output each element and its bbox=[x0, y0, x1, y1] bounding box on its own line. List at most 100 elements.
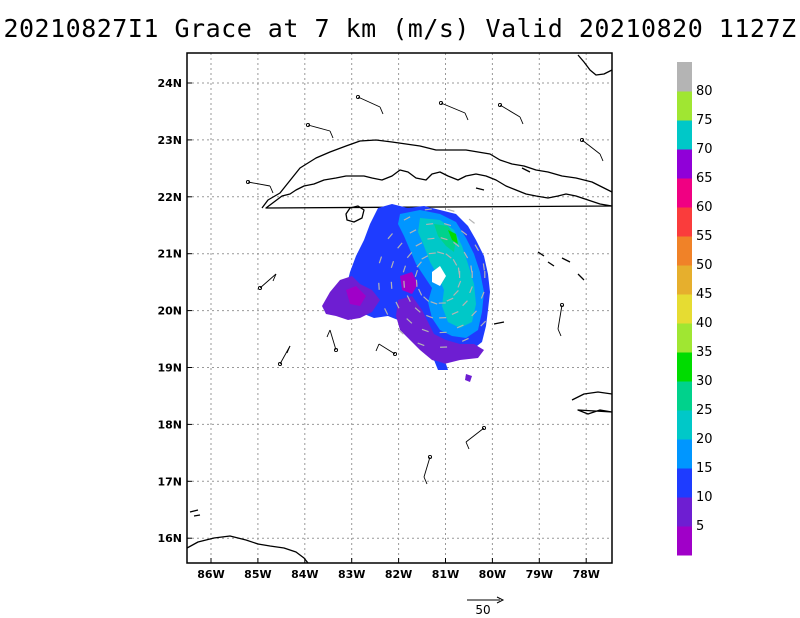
wind-vector bbox=[471, 310, 477, 317]
field-30ms-core bbox=[448, 230, 458, 244]
wind-vector bbox=[424, 208, 432, 211]
colorbar-label: 25 bbox=[696, 403, 713, 418]
barb-feather bbox=[329, 130, 334, 139]
barb-station bbox=[277, 361, 283, 367]
wind-barb bbox=[440, 102, 466, 114]
wind-vector bbox=[397, 329, 404, 335]
wind-vector bbox=[390, 260, 395, 268]
wind-vector bbox=[437, 251, 445, 255]
barb-feather bbox=[326, 329, 331, 338]
lon-label: 80W bbox=[479, 568, 506, 581]
wind-barb bbox=[329, 329, 337, 351]
wind-vector bbox=[430, 301, 438, 305]
colorbar-segment bbox=[677, 265, 692, 295]
wind-speed-field bbox=[322, 204, 490, 382]
lon-label: 82W bbox=[385, 568, 412, 581]
lon-label: 84W bbox=[291, 568, 318, 581]
barb-feather bbox=[465, 441, 470, 450]
wind-vector bbox=[453, 241, 460, 248]
colorbar-segment bbox=[677, 526, 692, 556]
colorbar-label: 15 bbox=[696, 461, 713, 476]
wind-vector bbox=[469, 286, 473, 294]
colorbar-segment bbox=[677, 91, 692, 121]
colorbar-label: 30 bbox=[696, 374, 713, 389]
colorbar-label: 10 bbox=[696, 490, 713, 505]
lat-label: 22N bbox=[157, 191, 182, 204]
wind-vector bbox=[453, 290, 459, 296]
wind-vector bbox=[395, 301, 400, 309]
colorbar-segment bbox=[677, 62, 692, 92]
colorbar-segment bbox=[677, 381, 692, 411]
wind-vector bbox=[446, 297, 454, 302]
barb-feather bbox=[286, 345, 291, 354]
wind-vector bbox=[470, 265, 473, 273]
map-frame bbox=[186, 52, 613, 564]
wind-vector bbox=[397, 242, 403, 249]
wind-vector bbox=[461, 337, 469, 342]
wind-vector bbox=[440, 237, 448, 241]
barb-station bbox=[579, 137, 585, 143]
wind-vector bbox=[444, 223, 452, 227]
field-20-25ms bbox=[418, 218, 476, 328]
barb-station bbox=[333, 347, 339, 353]
cuba-coastline bbox=[261, 139, 612, 209]
wind-vector bbox=[417, 342, 425, 347]
wind-vector bbox=[414, 270, 419, 278]
wind-vector bbox=[426, 314, 434, 319]
wind-vector bbox=[415, 242, 423, 247]
wind-vector bbox=[457, 267, 460, 275]
wind-barb bbox=[378, 343, 396, 355]
wind-vector bbox=[384, 308, 389, 315]
lat-lon-grid bbox=[187, 53, 612, 563]
lat-label: 19N bbox=[157, 362, 182, 375]
lat-label: 24N bbox=[157, 77, 182, 90]
colorbar-label: 60 bbox=[696, 200, 713, 215]
lat-label: 21N bbox=[157, 248, 182, 261]
wind-vector bbox=[480, 320, 487, 327]
wind-vector bbox=[416, 261, 422, 268]
scale-vector-label: 50 bbox=[475, 603, 490, 617]
longitude-labels: 86W 85W 84W 83W 82W 81W 80W 79W 78W bbox=[197, 558, 600, 581]
wind-vector bbox=[445, 253, 452, 259]
lon-label: 85W bbox=[244, 568, 271, 581]
wind-barb bbox=[259, 273, 277, 289]
colorbar-label: 80 bbox=[696, 84, 713, 99]
field-south-tail bbox=[434, 360, 448, 370]
wind-vector bbox=[421, 255, 429, 260]
wind-barb bbox=[307, 124, 331, 132]
wind-vector bbox=[378, 256, 383, 264]
barb-station bbox=[438, 100, 444, 106]
wind-vector bbox=[447, 208, 455, 212]
lat-label: 20N bbox=[157, 305, 182, 318]
colorbar-label: 20 bbox=[696, 432, 713, 447]
wind-vector bbox=[426, 223, 434, 226]
colorbar-label: 35 bbox=[696, 345, 713, 360]
lat-label: 17N bbox=[157, 475, 182, 488]
colorbar-label: 5 bbox=[696, 519, 704, 534]
wind-barb bbox=[557, 304, 563, 330]
barb-station bbox=[427, 454, 433, 460]
wind-vector bbox=[414, 307, 421, 313]
map-title: 20210827I1 Grace at 7 km (m/s) Valid 202… bbox=[3, 14, 797, 43]
wind-vector bbox=[482, 263, 485, 271]
wind-vector bbox=[480, 291, 485, 299]
wind-vector bbox=[406, 295, 411, 303]
wind-barb bbox=[581, 139, 601, 155]
field-south-speck bbox=[465, 374, 472, 382]
field-south-band bbox=[396, 296, 484, 364]
wind-vector bbox=[403, 216, 411, 221]
lat-label: 23N bbox=[157, 134, 182, 147]
barb-feather bbox=[519, 116, 524, 125]
lon-label: 81W bbox=[432, 568, 459, 581]
wind-vector bbox=[474, 244, 480, 251]
wind-vector bbox=[468, 218, 475, 224]
wind-vector bbox=[462, 300, 468, 307]
wind-vector bbox=[402, 265, 407, 273]
barb-station bbox=[481, 425, 487, 431]
colorbar-segment bbox=[677, 178, 692, 208]
isla-juventud-coastline bbox=[345, 205, 365, 223]
wind-vector bbox=[456, 324, 464, 329]
wind-vectors bbox=[378, 208, 487, 348]
field-west-inner bbox=[346, 286, 366, 306]
